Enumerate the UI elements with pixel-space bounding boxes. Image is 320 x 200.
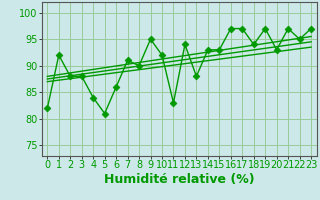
X-axis label: Humidité relative (%): Humidité relative (%) — [104, 173, 254, 186]
